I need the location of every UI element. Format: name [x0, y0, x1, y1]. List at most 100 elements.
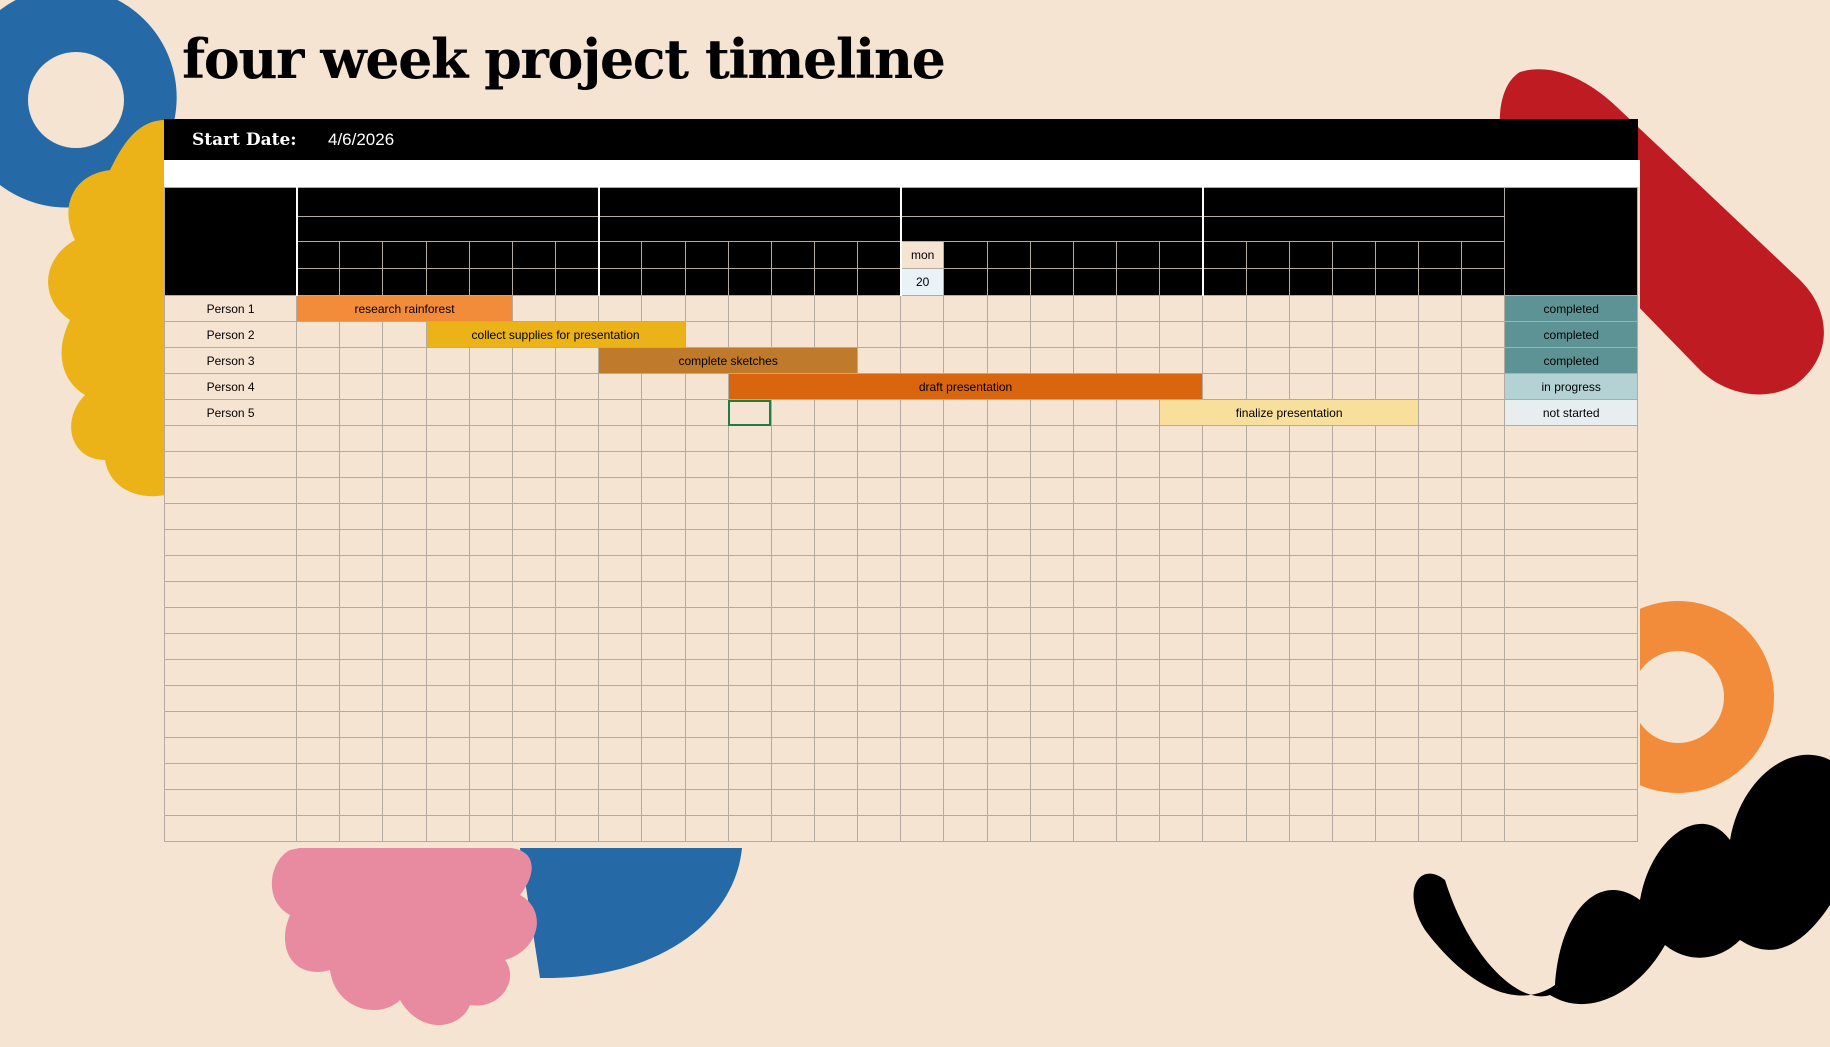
grid-cell[interactable]	[1374, 555, 1420, 582]
person-name[interactable]: Person 5	[163, 399, 298, 426]
grid-cell[interactable]	[1331, 503, 1376, 530]
grid-cell[interactable]	[1374, 347, 1420, 374]
grid-cell[interactable]	[1245, 763, 1290, 790]
grid-cell[interactable]	[770, 321, 815, 348]
grid-cell[interactable]	[684, 451, 729, 478]
grid-cell[interactable]	[684, 399, 729, 426]
grid-cell[interactable]	[1461, 711, 1506, 738]
grid-cell[interactable]	[684, 295, 729, 322]
grid-cell[interactable]	[943, 451, 988, 478]
grid-cell[interactable]	[1418, 685, 1463, 712]
grid-cell[interactable]	[813, 555, 859, 582]
grid-cell[interactable]	[1288, 789, 1333, 816]
grid-cell[interactable]	[555, 555, 600, 582]
grid-cell[interactable]	[1202, 295, 1247, 322]
grid-cell[interactable]	[1116, 425, 1161, 452]
grid-cell[interactable]	[857, 815, 902, 842]
grid-cell[interactable]	[1504, 789, 1638, 816]
grid-cell[interactable]	[425, 425, 470, 452]
selected-cell[interactable]	[727, 399, 772, 426]
grid-cell[interactable]	[296, 373, 341, 400]
grid-cell[interactable]	[296, 789, 341, 816]
grid-cell[interactable]	[1116, 737, 1161, 764]
grid-cell[interactable]	[1245, 321, 1290, 348]
grid-cell[interactable]	[1245, 451, 1290, 478]
grid-cell[interactable]	[857, 321, 902, 348]
grid-cell[interactable]	[1418, 295, 1463, 322]
grid-cell[interactable]	[1202, 373, 1247, 400]
grid-cell[interactable]	[900, 711, 945, 738]
grid-cell[interactable]	[598, 789, 643, 816]
grid-cell[interactable]	[1245, 555, 1290, 582]
grid-cell[interactable]	[641, 295, 686, 322]
grid-cell[interactable]	[598, 737, 643, 764]
grid-cell[interactable]	[296, 399, 341, 426]
grid-cell[interactable]	[339, 451, 384, 478]
grid-cell[interactable]	[1072, 711, 1118, 738]
grid-cell[interactable]	[1461, 659, 1506, 686]
grid-cell[interactable]	[770, 737, 815, 764]
grid-cell[interactable]	[598, 555, 643, 582]
grid-cell[interactable]	[296, 607, 341, 634]
grid-cell[interactable]	[1504, 711, 1638, 738]
grid-cell[interactable]	[425, 399, 470, 426]
grid-cell[interactable]	[857, 763, 902, 790]
grid-cell[interactable]	[555, 581, 600, 608]
grid-cell[interactable]	[1159, 555, 1204, 582]
grid-cell[interactable]	[468, 451, 513, 478]
grid-cell[interactable]	[727, 581, 772, 608]
grid-cell[interactable]	[296, 737, 341, 764]
grid-cell[interactable]	[684, 555, 729, 582]
grid-cell[interactable]	[339, 529, 384, 556]
grid-cell[interactable]	[339, 425, 384, 452]
grid-cell[interactable]	[857, 451, 902, 478]
grid-cell[interactable]	[511, 789, 557, 816]
grid-cell[interactable]	[511, 815, 557, 842]
grid-cell[interactable]	[684, 321, 729, 348]
grid-cell[interactable]	[1202, 555, 1247, 582]
grid-cell[interactable]	[1072, 789, 1118, 816]
grid-cell[interactable]	[1245, 607, 1290, 634]
task-bar[interactable]: draft presentation	[727, 373, 1204, 400]
grid-cell[interactable]	[598, 399, 643, 426]
grid-cell[interactable]	[813, 815, 859, 842]
grid-cell[interactable]	[1331, 607, 1376, 634]
grid-cell[interactable]	[1116, 399, 1161, 426]
grid-cell[interactable]	[1202, 321, 1247, 348]
grid-cell[interactable]	[511, 763, 557, 790]
grid-cell[interactable]	[1418, 737, 1463, 764]
grid-cell[interactable]	[598, 425, 643, 452]
grid-cell[interactable]	[900, 555, 945, 582]
grid-cell[interactable]	[1245, 529, 1290, 556]
grid-cell[interactable]	[684, 529, 729, 556]
grid-cell[interactable]	[813, 581, 859, 608]
grid-cell[interactable]	[900, 347, 945, 374]
status-cell[interactable]: completed	[1504, 347, 1638, 374]
grid-cell[interactable]	[1461, 763, 1506, 790]
grid-cell[interactable]	[727, 451, 772, 478]
grid-cell[interactable]	[339, 763, 384, 790]
grid-cell[interactable]	[1159, 581, 1204, 608]
grid-cell[interactable]	[1288, 607, 1333, 634]
grid-cell[interactable]	[511, 399, 557, 426]
grid-cell[interactable]	[857, 295, 902, 322]
grid-cell[interactable]	[727, 685, 772, 712]
grid-cell[interactable]	[1418, 477, 1463, 504]
grid-cell[interactable]	[1029, 477, 1074, 504]
grid-cell[interactable]	[857, 555, 902, 582]
grid-cell[interactable]	[684, 815, 729, 842]
grid-cell[interactable]	[1418, 373, 1463, 400]
grid-cell[interactable]	[555, 373, 600, 400]
grid-cell[interactable]	[1029, 451, 1074, 478]
timeline-grid[interactable]: Assigned to: week 1 week 2 week 3 week 4 Stat…	[163, 187, 1638, 842]
grid-cell[interactable]	[684, 477, 729, 504]
grid-cell[interactable]	[770, 451, 815, 478]
grid-cell[interactable]	[382, 737, 427, 764]
grid-cell[interactable]	[425, 529, 470, 556]
grid-cell[interactable]	[1245, 789, 1290, 816]
grid-cell[interactable]	[1418, 581, 1463, 608]
grid-cell[interactable]	[425, 555, 470, 582]
grid-cell[interactable]	[943, 347, 988, 374]
grid-cell[interactable]	[163, 607, 298, 634]
grid-cell[interactable]	[1288, 633, 1333, 660]
